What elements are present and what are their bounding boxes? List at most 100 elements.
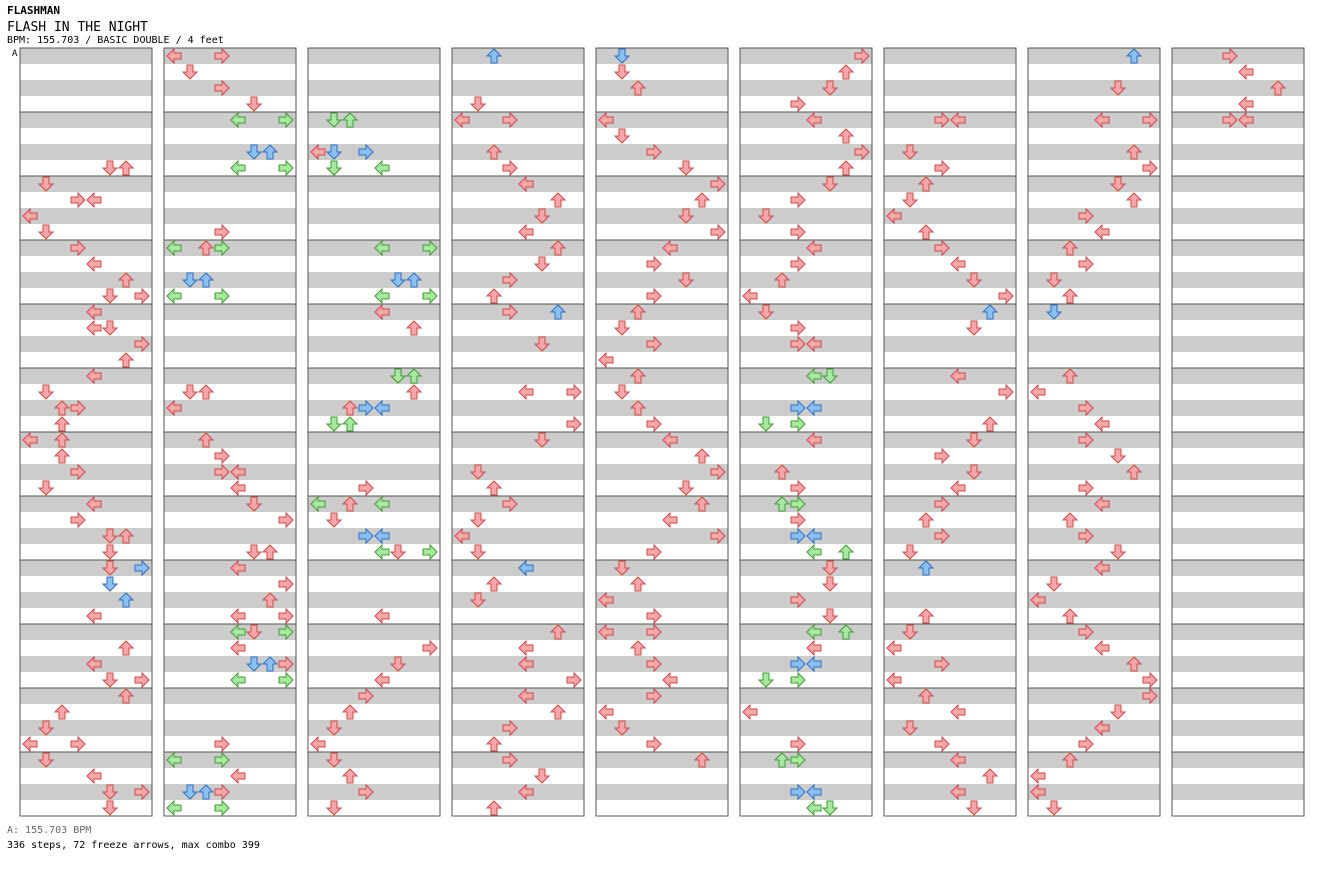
step-arrow xyxy=(374,671,390,689)
beat-band xyxy=(452,592,584,608)
jump-arrow xyxy=(101,576,119,592)
beat-band xyxy=(1028,528,1160,544)
step-arrow xyxy=(901,720,919,736)
step-arrow xyxy=(1045,576,1063,592)
step-arrow xyxy=(629,640,647,656)
step-arrow xyxy=(502,303,518,321)
beat-band xyxy=(740,400,872,416)
freeze-arrow xyxy=(278,159,294,177)
beat-band xyxy=(740,208,872,224)
step-arrow xyxy=(86,191,102,209)
step-arrow xyxy=(965,800,983,816)
jump-arrow xyxy=(1125,48,1143,64)
step-arrow xyxy=(710,527,726,545)
beat-band xyxy=(452,80,584,96)
beat-band xyxy=(740,144,872,160)
beat-band xyxy=(308,752,440,768)
beat-band xyxy=(164,464,296,480)
step-arrow xyxy=(374,303,390,321)
step-arrow xyxy=(310,143,326,161)
step-arrow xyxy=(1078,623,1094,641)
freeze-arrow xyxy=(821,368,839,384)
beat-band xyxy=(740,368,872,384)
footer-stats: 336 steps, 72 freeze arrows, max combo 3… xyxy=(7,840,260,851)
step-arrow xyxy=(854,143,870,161)
step-arrow xyxy=(1030,383,1046,401)
beat-band xyxy=(1172,112,1304,128)
beat-band xyxy=(452,656,584,672)
step-arrow xyxy=(613,128,631,144)
beat-band xyxy=(740,528,872,544)
chart-column xyxy=(19,47,153,817)
beat-band xyxy=(20,144,152,160)
freeze-arrow xyxy=(837,624,855,640)
step-arrow xyxy=(101,528,119,544)
beat-band xyxy=(20,784,152,800)
step-arrow xyxy=(181,384,199,400)
step-arrow xyxy=(613,560,631,576)
step-arrow xyxy=(742,287,758,305)
beat-band xyxy=(308,80,440,96)
step-arrow xyxy=(646,655,662,673)
step-arrow xyxy=(37,176,55,192)
step-arrow xyxy=(86,607,102,625)
beat-band xyxy=(740,688,872,704)
step-arrow xyxy=(22,431,38,449)
step-arrow xyxy=(1125,464,1143,480)
beat-band xyxy=(884,80,1016,96)
beat-band xyxy=(1172,784,1304,800)
chart-column xyxy=(1027,47,1161,817)
step-arrow xyxy=(934,159,950,177)
step-arrow xyxy=(533,768,551,784)
beat-band xyxy=(1028,496,1160,512)
step-arrow xyxy=(790,191,806,209)
step-arrow xyxy=(261,592,279,608)
beat-band xyxy=(740,592,872,608)
step-arrow xyxy=(1125,144,1143,160)
jump-arrow xyxy=(358,527,374,545)
step-arrow xyxy=(549,704,567,720)
step-arrow xyxy=(693,448,711,464)
beat-band xyxy=(884,368,1016,384)
step-arrow xyxy=(181,64,199,80)
step-arrow xyxy=(934,447,950,465)
step-arrow xyxy=(1142,671,1158,689)
step-arrow xyxy=(230,463,246,481)
step-arrow xyxy=(950,367,966,385)
jump-arrow xyxy=(1045,304,1063,320)
step-arrow xyxy=(454,527,470,545)
step-arrow xyxy=(934,527,950,545)
step-arrow xyxy=(502,751,518,769)
step-arrow xyxy=(886,207,902,225)
beat-band xyxy=(164,240,296,256)
step-arrow xyxy=(117,272,135,288)
beat-band xyxy=(1172,176,1304,192)
step-arrow xyxy=(613,64,631,80)
beat-band xyxy=(1028,48,1160,64)
step-arrow xyxy=(278,511,294,529)
step-arrow xyxy=(901,624,919,640)
step-arrow xyxy=(646,415,662,433)
step-arrow xyxy=(566,671,582,689)
step-arrow xyxy=(1109,544,1127,560)
step-arrow xyxy=(934,495,950,513)
step-arrow xyxy=(518,175,534,193)
beat-band xyxy=(884,304,1016,320)
step-arrow xyxy=(790,591,806,609)
step-arrow xyxy=(53,448,71,464)
step-arrow xyxy=(101,672,119,688)
step-arrow xyxy=(1238,111,1254,129)
jump-arrow xyxy=(613,48,631,64)
step-arrow xyxy=(502,271,518,289)
step-arrow xyxy=(214,463,230,481)
step-arrow xyxy=(117,352,135,368)
beat-band xyxy=(1028,688,1160,704)
beat-band xyxy=(308,592,440,608)
step-arrow xyxy=(101,320,119,336)
freeze-arrow xyxy=(790,495,806,513)
step-arrow xyxy=(598,623,614,641)
beat-band xyxy=(164,688,296,704)
step-arrow xyxy=(917,608,935,624)
step-arrow xyxy=(1078,527,1094,545)
step-arrow xyxy=(1061,240,1079,256)
